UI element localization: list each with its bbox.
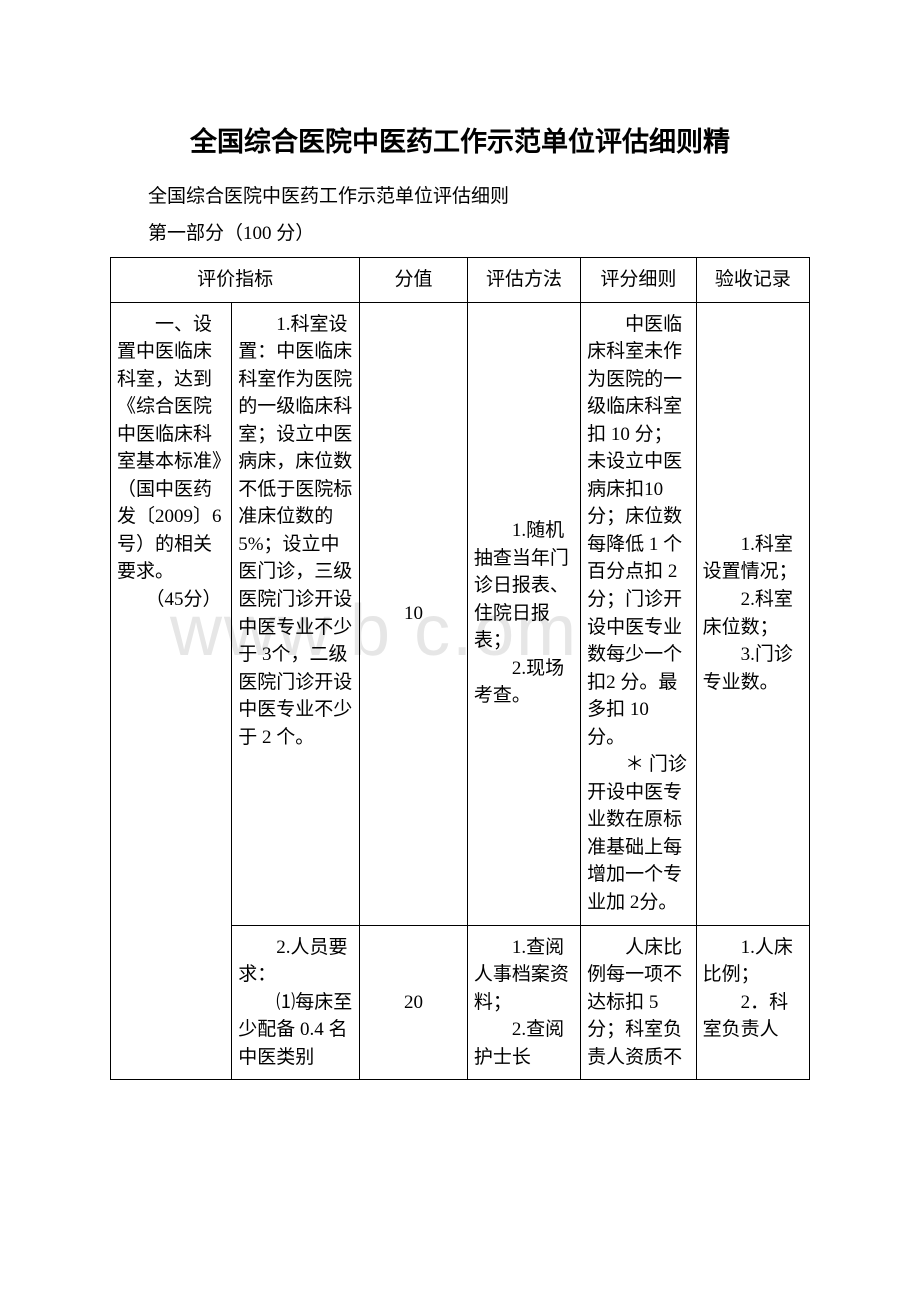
document-page: 全国综合医院中医药工作示范单位评估细则精 全国综合医院中医药工作示范单位评估细则…: [0, 0, 920, 1120]
page-title: 全国综合医院中医药工作示范单位评估细则精: [110, 120, 810, 159]
cell-method: 1.查阅人事档案资料； 2.查阅护士长: [467, 925, 580, 1080]
cell-record: 1.科室设置情况； 2.科室床位数； 3.门诊专业数。: [696, 302, 809, 925]
evaluation-table: 评价指标 分值 评估方法 评分细则 验收记录 一、设置中医临床科室，达到《综合医…: [110, 257, 810, 1080]
table-row: 一、设置中医临床科室，达到《综合医院中医临床科室基本标准》（国中医药发〔2009…: [111, 302, 810, 925]
cell-indicator: 一、设置中医临床科室，达到《综合医院中医临床科室基本标准》（国中医药发〔2009…: [111, 302, 232, 1080]
header-method: 评估方法: [467, 258, 580, 303]
section-heading: 第一部分（100 分）: [110, 218, 810, 245]
subtitle: 全国综合医院中医药工作示范单位评估细则: [110, 181, 810, 208]
cell-rule: 中医临床科室未作为医院的一级临床科室扣 10 分；未设立中医病床扣10 分；床位…: [581, 302, 697, 925]
table-header-row: 评价指标 分值 评估方法 评分细则 验收记录: [111, 258, 810, 303]
cell-record: 1.人床比例； 2．科室负责人: [696, 925, 809, 1080]
header-indicator: 评价指标: [111, 258, 360, 303]
cell-method: 1.随机抽查当年门诊日报表、住院日报表； 2.现场考查。: [467, 302, 580, 925]
cell-score: 10: [360, 302, 468, 925]
cell-detail: 2.人员要求： ⑴每床至少配备 0.4 名中医类别: [232, 925, 360, 1080]
header-rule: 评分细则: [581, 258, 697, 303]
header-record: 验收记录: [696, 258, 809, 303]
cell-detail: 1.科室设置：中医临床科室作为医院的一级临床科室；设立中医病床，床位数不低于医院…: [232, 302, 360, 925]
cell-rule: 人床比例每一项不达标扣 5 分；科室负责人资质不: [581, 925, 697, 1080]
cell-score: 20: [360, 925, 468, 1080]
header-score: 分值: [360, 258, 468, 303]
